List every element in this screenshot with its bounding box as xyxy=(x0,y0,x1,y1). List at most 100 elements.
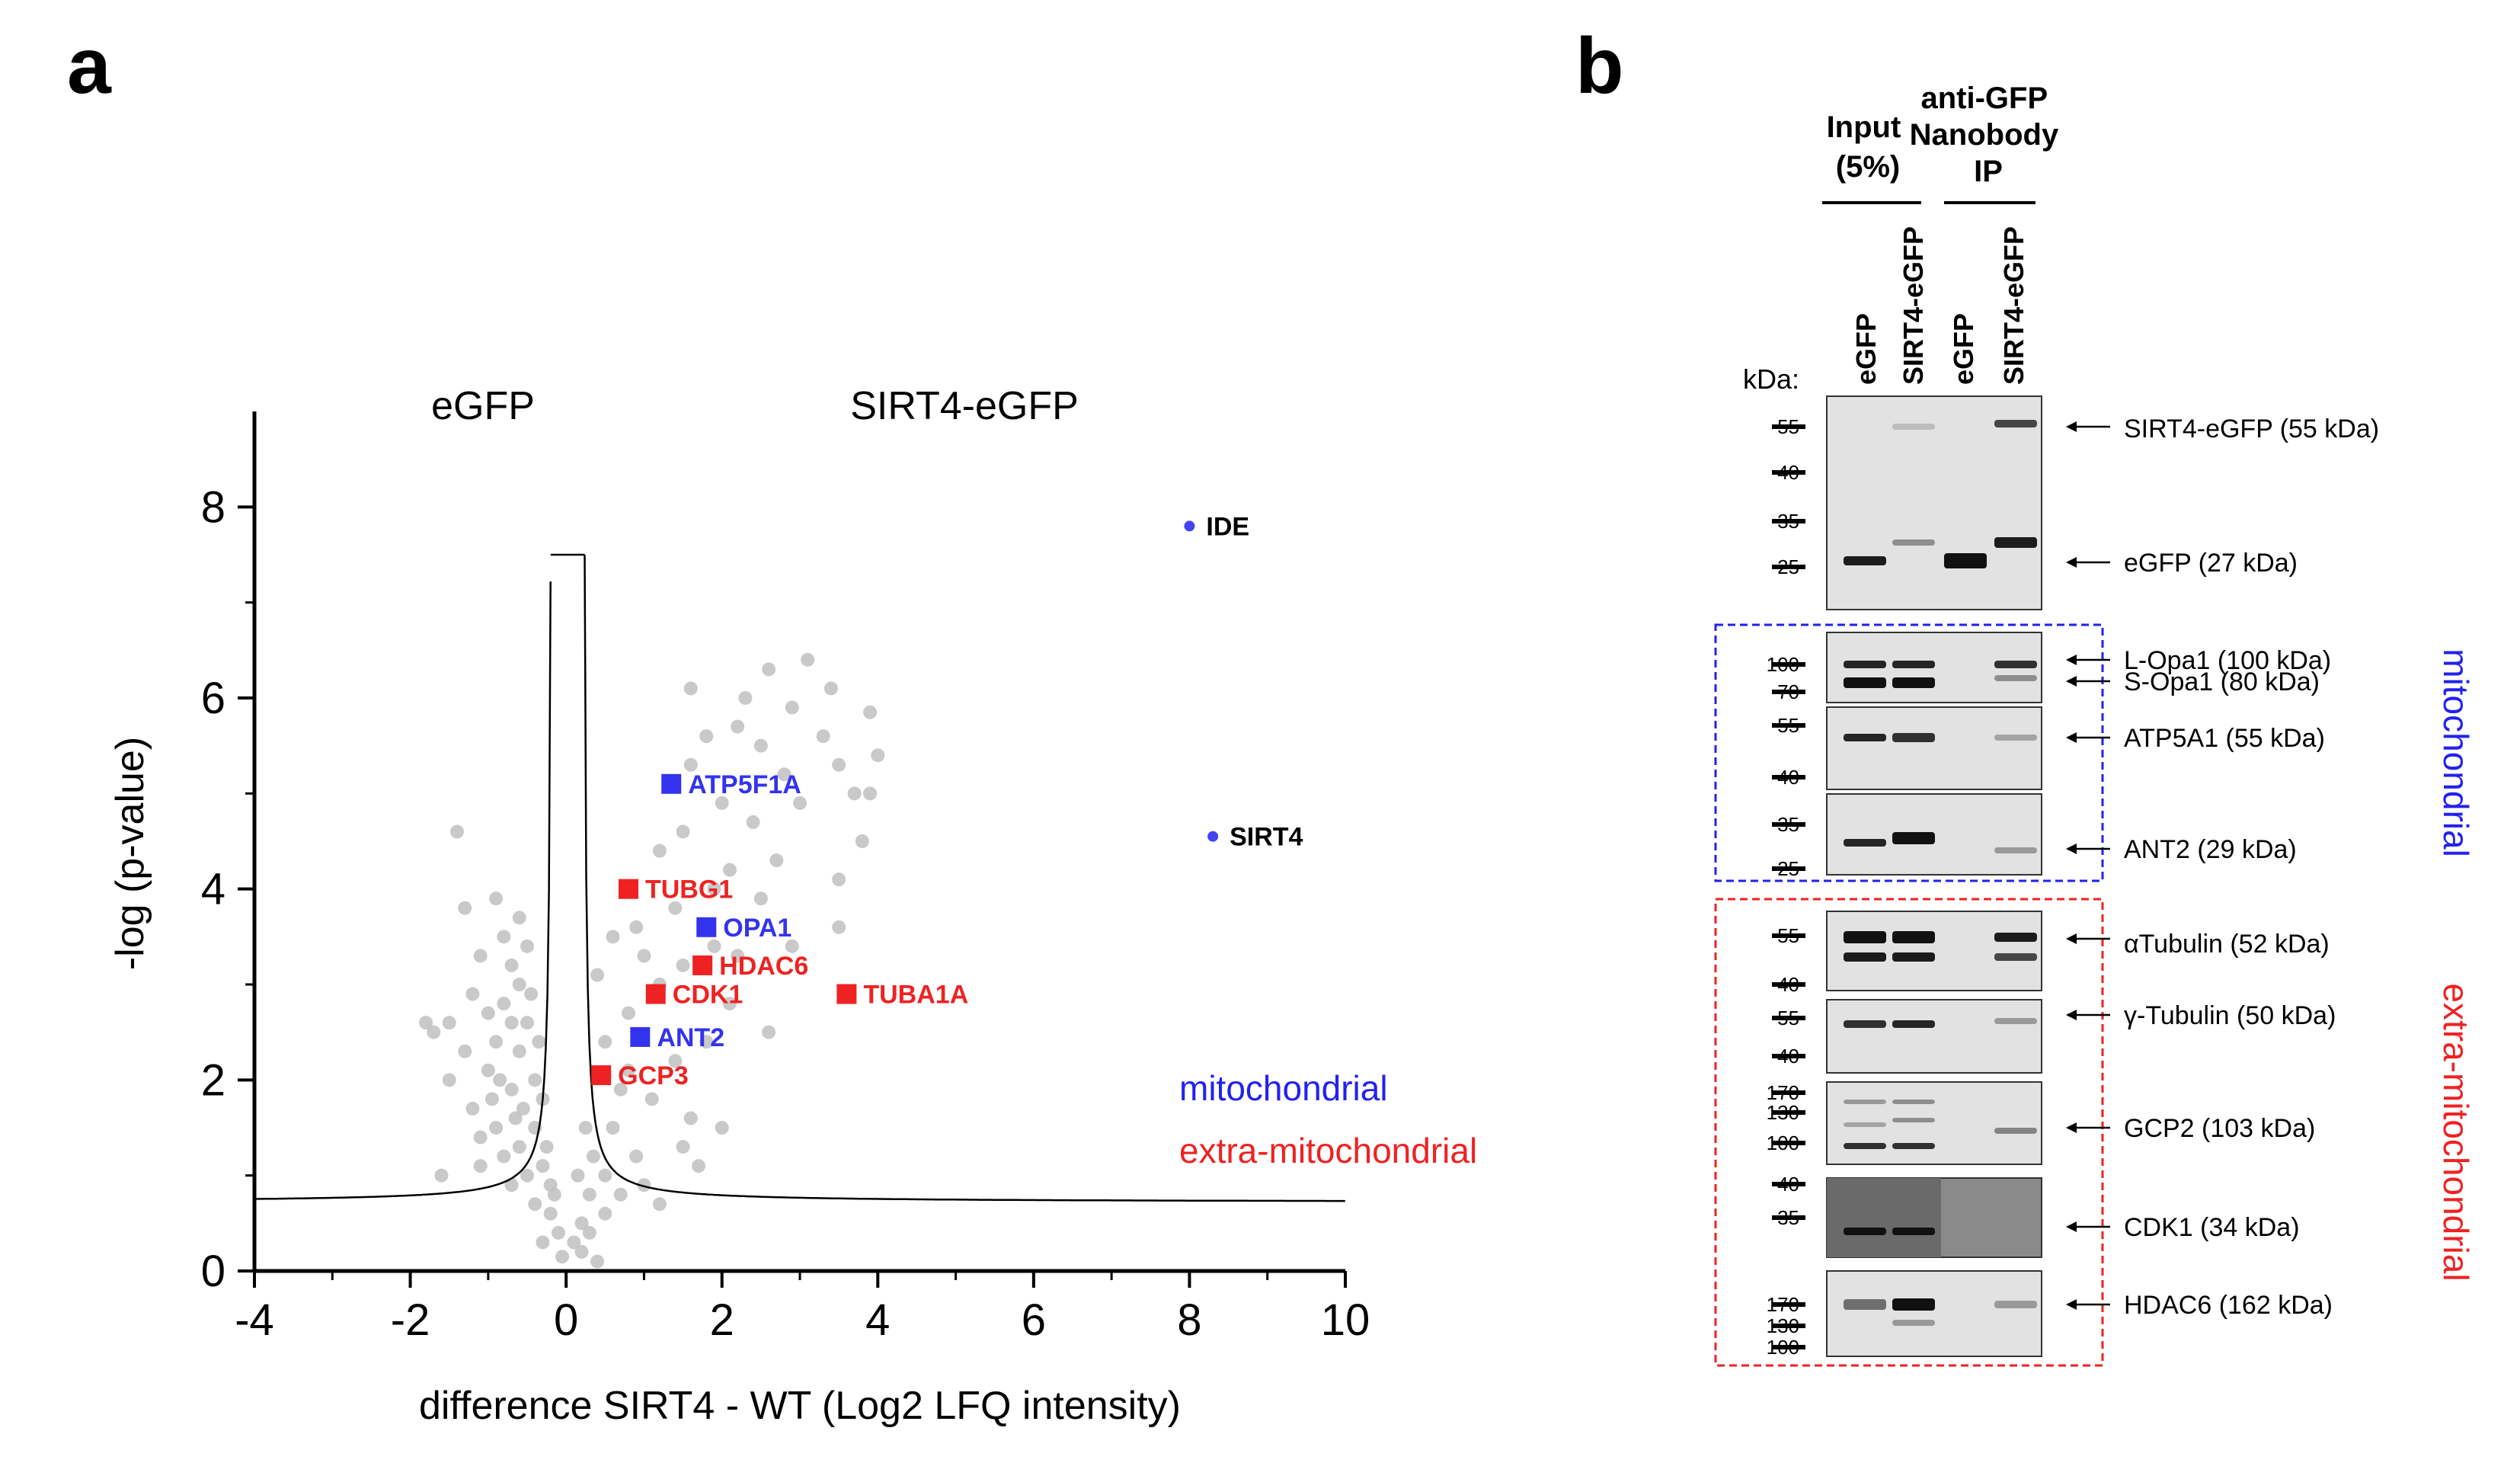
arrow-head-icon xyxy=(2066,1010,2077,1020)
y-tick-label: 4 xyxy=(201,865,225,914)
kda-marker-bar xyxy=(1772,1141,1805,1145)
y-ticks: 0 2 4 6 8 xyxy=(201,482,254,1296)
blot-band xyxy=(1844,1122,1886,1127)
kda-marker-bar xyxy=(1772,1182,1805,1186)
blot-membrane xyxy=(1826,999,2042,1074)
kda-header: kDa: xyxy=(1743,363,1799,395)
data-point xyxy=(637,1178,651,1192)
blot-band xyxy=(1844,1228,1886,1235)
kda-marker-bar xyxy=(1772,1090,1805,1095)
arrow-head-icon xyxy=(2066,844,2077,854)
data-point xyxy=(676,824,690,839)
blot-band xyxy=(1892,832,1935,844)
data-point xyxy=(582,1225,596,1240)
kda-marker-bar xyxy=(1772,1345,1805,1349)
data-point xyxy=(613,1187,628,1202)
kda-marker-bar xyxy=(1772,1016,1805,1020)
blot-band xyxy=(1844,556,1886,565)
data-point xyxy=(442,1016,456,1030)
arrow-head-icon xyxy=(2066,1221,2077,1232)
data-point xyxy=(442,1073,456,1087)
blot-band xyxy=(1994,675,2037,681)
kda-marker-bar xyxy=(1772,690,1805,694)
y-axis-label: -log (p-value) xyxy=(108,737,152,970)
data-point xyxy=(481,1006,495,1020)
blot-band xyxy=(1892,1100,1935,1104)
data-point xyxy=(504,958,519,972)
extra-group-label: extra-mitochondrial xyxy=(2436,983,2476,1281)
arrow-head-icon xyxy=(2066,1122,2077,1133)
point-label-tuba1a: TUBA1A xyxy=(863,981,968,1010)
protein-label: GCP2 (103 kDa) xyxy=(2124,1114,2315,1143)
kda-marker-bar xyxy=(1772,1302,1805,1307)
protein-label: γ-Tubulin (50 kDa) xyxy=(2124,1001,2336,1030)
blot-band xyxy=(1892,1020,1935,1028)
data-point xyxy=(574,1244,589,1259)
point-opa1 xyxy=(696,917,717,937)
data-point xyxy=(613,1082,628,1096)
data-point xyxy=(497,1149,511,1164)
data-point xyxy=(497,997,511,1011)
blot-band xyxy=(1844,1100,1886,1104)
point-label-ant2: ANT2 xyxy=(657,1023,724,1052)
blot-band xyxy=(1994,420,2037,427)
x-tick-label: -4 xyxy=(235,1295,274,1345)
point-sirt4 xyxy=(1207,831,1219,842)
blot-band xyxy=(1994,847,2037,853)
blot-membrane xyxy=(1826,911,2042,991)
kda-marker-bar xyxy=(1772,822,1805,827)
protein-label: L-Opa1 (100 kDa) xyxy=(2124,646,2331,675)
data-point xyxy=(715,796,729,810)
point-hdac6 xyxy=(692,955,713,975)
data-point xyxy=(652,1197,667,1212)
blot-band xyxy=(1994,1018,2037,1024)
data-point xyxy=(598,1168,612,1183)
x-tick-label: 2 xyxy=(710,1295,734,1345)
data-point xyxy=(683,1111,698,1125)
point-label-tubg1: TUBG1 xyxy=(645,876,733,904)
data-point xyxy=(606,930,620,944)
data-point xyxy=(863,705,878,719)
data-point xyxy=(504,1016,519,1030)
protein-label: HDAC6 (162 kDa) xyxy=(2124,1291,2333,1320)
blot-membrane xyxy=(1826,395,2042,610)
kda-marker-bar xyxy=(1772,1324,1805,1328)
data-point xyxy=(722,863,737,877)
data-point xyxy=(598,1035,612,1049)
legend-extra-mitochondrial: extra-mitochondrial xyxy=(1179,1131,1477,1170)
data-point xyxy=(753,738,768,753)
y-tick-label: 0 xyxy=(201,1247,225,1296)
data-point xyxy=(621,1063,635,1077)
threshold-left xyxy=(254,581,552,1200)
point-tubg1 xyxy=(618,879,638,899)
data-point xyxy=(746,815,760,829)
data-point xyxy=(586,1149,600,1164)
data-point xyxy=(512,1044,526,1058)
blot-band xyxy=(1844,734,1886,741)
kda-marker-bar xyxy=(1772,723,1805,728)
data-point xyxy=(508,1111,523,1125)
blot-band xyxy=(1892,424,1935,430)
data-point xyxy=(590,968,605,982)
kda-marker-bar xyxy=(1772,424,1805,429)
data-point xyxy=(762,1025,776,1039)
data-point xyxy=(489,1035,504,1049)
data-point xyxy=(652,844,667,858)
data-point xyxy=(722,997,737,1011)
kda-marker-bar xyxy=(1772,519,1805,523)
data-point xyxy=(449,824,464,839)
header-input: Input (5%) xyxy=(1827,110,1910,184)
header-ip-line3: IP xyxy=(1974,155,2003,188)
data-point xyxy=(785,700,799,715)
blot-band xyxy=(1994,953,2037,961)
data-point xyxy=(676,958,690,972)
blot-band xyxy=(1892,1320,1935,1326)
data-point xyxy=(520,1168,534,1183)
lane-4-label: SIRT4-eGFP xyxy=(1998,226,2029,385)
blot-band xyxy=(1892,661,1935,668)
blot-band xyxy=(1844,952,1886,962)
blot-band xyxy=(1892,931,1935,943)
data-point xyxy=(536,1235,550,1250)
blot-band xyxy=(1892,952,1935,962)
